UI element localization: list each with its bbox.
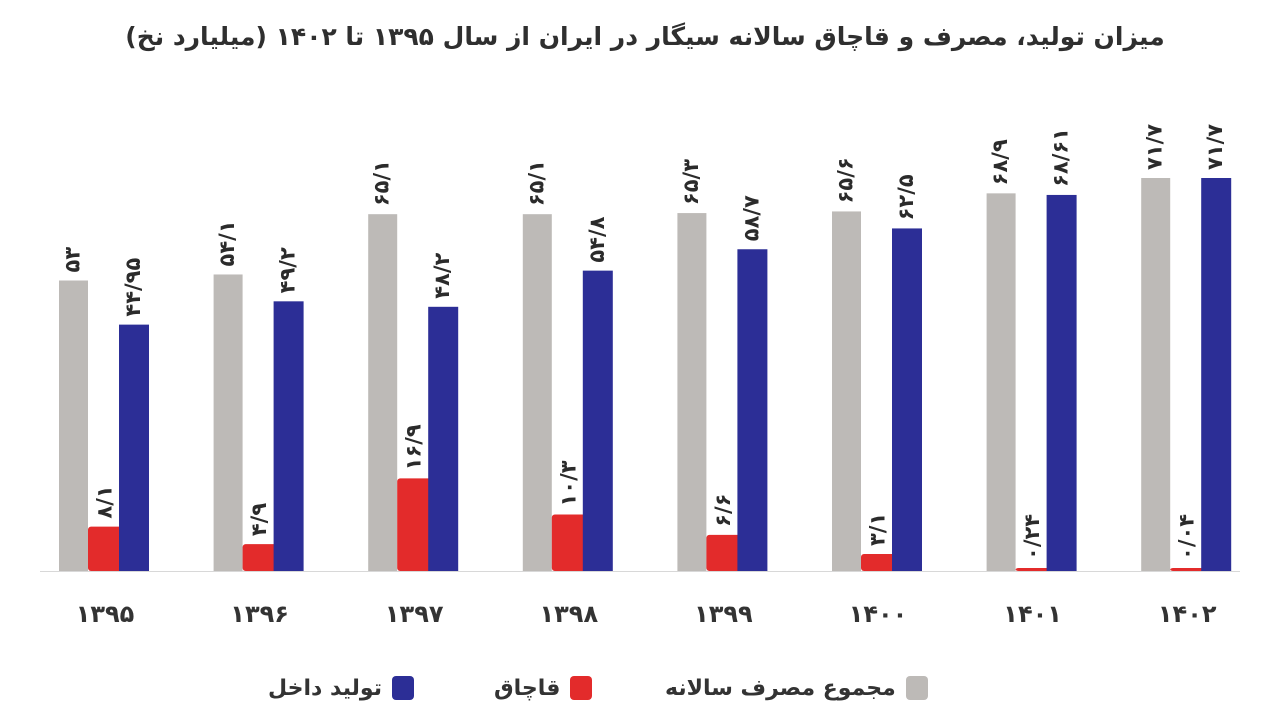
bar-chart: ۵۳ ۸/۱ ۴۴/۹۵ ۱۳۹۵ ۵۴/۱ ۴/۹ ۴۹/۲ ۱۳۹۶ ۶۵/۱ ۱۶/۹ ۴۸/…: [40, 124, 1240, 628]
bar-smuggling-5: [706, 534, 742, 571]
value-label-total-consumption-2: ۵۴/۱: [215, 220, 239, 266]
bar-smuggling-6: [861, 554, 896, 571]
x-tick-label-5: ۱۳۹۹: [694, 600, 753, 628]
bar-production-3: [428, 306, 459, 571]
value-label-production-1: ۴۴/۹۵: [121, 257, 145, 316]
bar-production-4: [582, 270, 613, 571]
x-tick-label-7: ۱۴۰۱: [1003, 600, 1062, 628]
chart-title: میزان تولید، مصرف و قاچاق سالانه سیگار د…: [125, 22, 1165, 51]
bar-total-consumption-2: [213, 274, 243, 571]
legend-swatch-production: [392, 676, 414, 700]
x-tick-label-2: ۱۳۹۶: [230, 600, 289, 628]
bar-production-2: [273, 301, 304, 571]
bar-production-5: [737, 249, 768, 571]
chart-legend: تولید داخل قاچاق مجموع مصرف سالانه: [0, 668, 1280, 708]
bar-smuggling-8: [1170, 568, 1206, 571]
legend-item-production: تولید داخل: [268, 668, 414, 708]
value-label-total-consumption-3: ۶۵/۱: [370, 160, 394, 206]
bar-total-consumption-7: [986, 193, 1016, 571]
legend-label-smuggling: قاچاق: [494, 675, 561, 701]
value-label-production-2: ۴۹/۲: [276, 247, 300, 293]
x-tick-label-8: ۱۴۰۲: [1158, 600, 1217, 628]
legend-item-total-consumption: مجموع مصرف سالانه: [665, 668, 928, 708]
bar-smuggling-3: [397, 478, 433, 571]
bar-total-consumption-6: [832, 211, 861, 571]
value-label-production-4: ۵۴/۸: [585, 216, 609, 262]
x-tick-label-3: ۱۳۹۷: [385, 600, 444, 628]
bar-smuggling-4: [551, 514, 587, 571]
bar-total-consumption-8: [1141, 178, 1171, 571]
value-label-smuggling-2: ۴/۹: [247, 503, 271, 536]
value-label-total-consumption-8: ۷۱/۷: [1143, 124, 1167, 170]
bar-production-1: [119, 324, 149, 571]
value-label-production-5: ۵۸/۷: [739, 195, 763, 241]
legend-label-production: تولید داخل: [268, 675, 382, 701]
bar-total-consumption-4: [522, 214, 552, 572]
legend-swatch-smuggling: [570, 676, 593, 700]
bar-smuggling-1: [88, 526, 123, 571]
bar-total-consumption-1: [59, 280, 88, 571]
x-tick-label-1: ۱۳۹۵: [76, 600, 135, 628]
bar-production-8: [1201, 178, 1232, 571]
value-label-smuggling-8: ۰/۰۴: [1175, 514, 1199, 560]
value-label-smuggling-1: ۸/۱: [93, 485, 117, 518]
legend-swatch-total-consumption: [905, 676, 928, 700]
value-label-total-consumption-4: ۶۵/۱: [524, 160, 548, 206]
value-label-total-consumption-1: ۵۳: [61, 247, 85, 273]
value-label-smuggling-6: ۳/۱: [866, 513, 890, 546]
bar-production-7: [1046, 194, 1077, 571]
bar-total-consumption-3: [368, 214, 398, 572]
value-label-total-consumption-5: ۶۵/۳: [679, 159, 703, 205]
legend-item-smuggling: قاچاق: [494, 668, 593, 708]
value-label-total-consumption-7: ۶۸/۹: [988, 139, 1012, 185]
value-label-total-consumption-6: ۶۵/۶: [834, 157, 858, 203]
value-label-smuggling-7: ۰/۲۴: [1020, 514, 1044, 560]
value-label-smuggling-3: ۱۶/۹: [402, 424, 426, 470]
bar-production-6: [892, 228, 922, 572]
value-label-production-3: ۴۸/۲: [430, 253, 454, 299]
legend-label-total-consumption: مجموع مصرف سالانه: [665, 675, 896, 701]
value-label-smuggling-4: ۱۰/۳: [556, 460, 580, 506]
value-label-production-6: ۶۲/۵: [894, 174, 918, 220]
value-label-smuggling-5: ۶/۶: [711, 494, 735, 527]
bar-total-consumption-5: [677, 213, 707, 571]
bar-smuggling-2: [242, 544, 278, 571]
x-tick-label-4: ۱۳۹۸: [540, 600, 599, 628]
x-tick-label-6: ۱۴۰۰: [849, 600, 908, 628]
bar-smuggling-7: [1015, 568, 1051, 571]
value-label-production-8: ۷۱/۷: [1203, 124, 1227, 170]
value-label-production-7: ۶۸/۶۱: [1049, 128, 1073, 187]
